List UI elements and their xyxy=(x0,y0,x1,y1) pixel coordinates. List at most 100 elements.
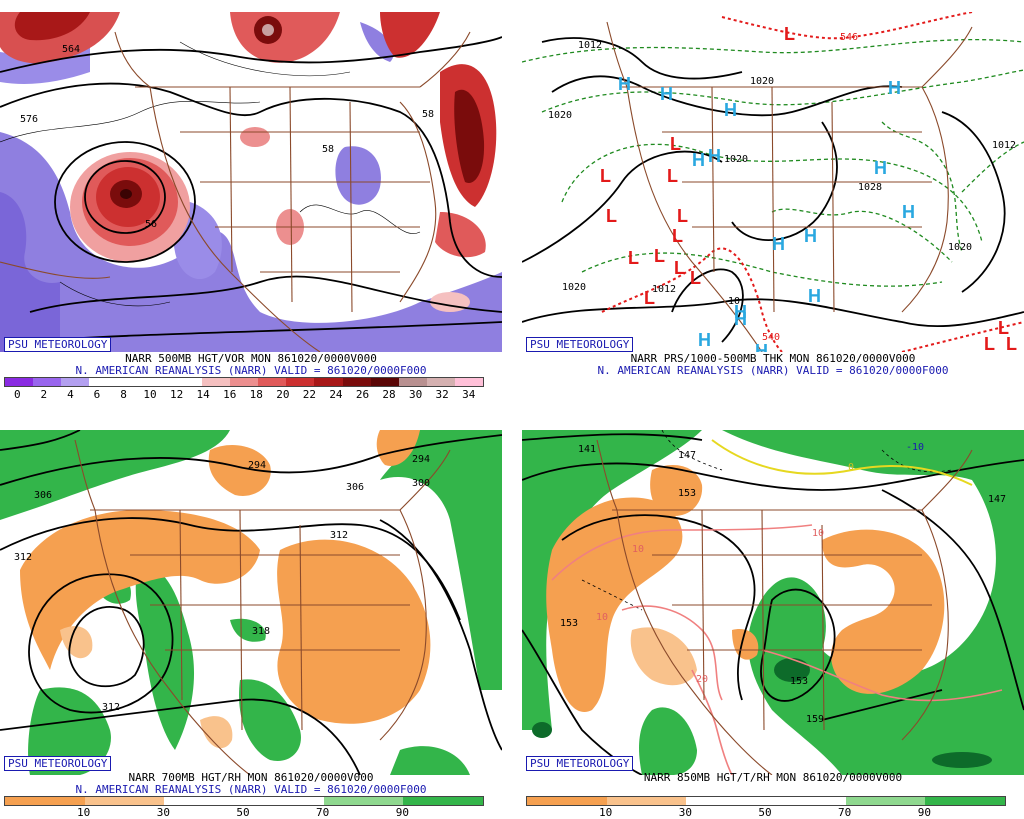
colorbar-swatch xyxy=(84,797,165,805)
colorbar-swatch xyxy=(201,378,230,386)
contour-label: 147 xyxy=(678,450,696,461)
contour-label: 0 xyxy=(848,462,854,473)
contour-label: 10 xyxy=(632,544,644,555)
colorbar-swatch xyxy=(230,378,259,386)
contour-label: 1012 xyxy=(652,284,676,295)
contour-label: 10 xyxy=(728,296,740,307)
contour-label: 141 xyxy=(578,444,596,455)
colorbar-tick-label: 26 xyxy=(355,388,370,401)
reanalysis-line: N. AMERICAN REANALYSIS (NARR) VALID = 86… xyxy=(597,364,949,377)
contour-label: 159 xyxy=(806,714,824,725)
colorbar-swatch xyxy=(33,378,62,386)
colorbar xyxy=(526,796,1006,806)
colorbar-swatch xyxy=(89,378,118,386)
colorbar-tick-label: 32 xyxy=(435,388,449,401)
colorbar-ticks: 0 2 4 6 8 10 12 14 16 18 20 22 24 26 28 30 32 34 xyxy=(4,388,482,401)
contour-label: 312 xyxy=(14,552,32,563)
contour-label: 564 xyxy=(62,44,80,55)
colorbar-swatch xyxy=(370,378,399,386)
colorbar-swatch xyxy=(61,378,90,386)
low-pressure-marker: L xyxy=(654,246,665,266)
colorbar-swatch xyxy=(286,378,315,386)
contour-label: 153 xyxy=(560,618,578,629)
contour-label: 58 xyxy=(422,109,434,120)
contour-label: 10 xyxy=(812,528,824,539)
contour-label: 312 xyxy=(330,530,348,541)
high-pressure-marker: H xyxy=(902,202,915,222)
colorbar-tick-label: 20 xyxy=(276,388,290,401)
colorbar-swatch xyxy=(766,797,846,805)
colorbar-tick-label: 10 xyxy=(143,388,157,401)
colorbar-swatch xyxy=(173,378,202,386)
contour-label: 20 xyxy=(696,674,708,685)
colorbar-swatch xyxy=(342,378,371,386)
map-700mb-rh: 306 294 306 300 312 312 318 312 294 xyxy=(0,430,502,775)
colorbar-tick-label: 4 xyxy=(67,388,74,401)
colorbar-ticks: 10 30 50 70 90 xyxy=(4,806,482,819)
psu-meteorology-badge: PSU METEOROLOGY xyxy=(526,337,634,352)
contour-label: 318 xyxy=(252,626,270,637)
colorbar-tick-label: 10 xyxy=(599,806,613,819)
colorbar-tick-label: 14 xyxy=(196,388,210,401)
map-500mb-vorticity: 564 576 58 56 58 xyxy=(0,12,502,352)
colorbar-swatch xyxy=(403,797,484,805)
colorbar-tick-label: 30 xyxy=(678,806,692,819)
contour-label: 546 xyxy=(840,32,858,43)
colorbar-tick-label: 0 xyxy=(13,388,21,401)
high-pressure-marker: H xyxy=(734,302,747,322)
high-pressure-marker: H xyxy=(618,74,631,94)
chart-title: NARR 500MB HGT/VOR MON 861020/0000V000 xyxy=(125,352,377,365)
reanalysis-line: N. AMERICAN REANALYSIS (NARR) VALID = 86… xyxy=(75,364,427,377)
colorbar-tick-label: 10 xyxy=(77,806,91,819)
colorbar-tick-label: 28 xyxy=(382,388,396,401)
contour-label: 153 xyxy=(678,488,696,499)
contour-label: 1020 xyxy=(724,154,748,165)
colorbar-tick-label: 24 xyxy=(329,388,343,401)
colorbar-swatch xyxy=(527,797,607,805)
colorbar-swatch xyxy=(244,797,324,805)
contour-label: 1020 xyxy=(750,76,774,87)
high-pressure-marker: H xyxy=(874,158,887,178)
contour-label: 1020 xyxy=(548,110,572,121)
colorbar-tick-label: 50 xyxy=(236,806,250,819)
psu-meteorology-badge: PSU METEOROLOGY xyxy=(4,337,112,352)
chart-title: NARR 700MB HGT/RH MON 861020/0000V000 xyxy=(128,771,374,784)
contour-label: 1012 xyxy=(578,40,602,51)
colorbar-swatch xyxy=(314,378,343,386)
map-850mb-temp: 141 147 153 153 153 159 147 10 10 10 20 … xyxy=(522,430,1024,775)
colorbar-swatch xyxy=(398,378,427,386)
colorbar xyxy=(4,377,484,387)
contour-label: 576 xyxy=(20,114,38,125)
panel-700mb-rh: 306 294 306 300 312 312 318 312 294 PSU … xyxy=(0,418,502,819)
panel-mslp-thickness: H H H H H H H H H H H H H H H L L L xyxy=(522,0,1024,400)
low-pressure-marker: L xyxy=(1006,334,1017,352)
contour-label: -10 xyxy=(906,442,924,453)
colorbar-swatch xyxy=(426,378,455,386)
reanalysis-line: N. AMERICAN REANALYSIS (NARR) VALID = 86… xyxy=(75,783,427,796)
contour-label: 312 xyxy=(102,702,120,713)
colorbar-tick-label: 90 xyxy=(395,806,409,819)
low-pressure-marker: L xyxy=(600,166,611,186)
psu-meteorology-badge: PSU METEOROLOGY xyxy=(4,756,112,771)
low-pressure-marker: L xyxy=(670,134,681,154)
high-pressure-marker: H xyxy=(734,309,747,329)
colorbar-tick-label: 90 xyxy=(917,806,931,819)
high-pressure-marker: H xyxy=(692,150,705,170)
colorbar-tick-label: 50 xyxy=(758,806,772,819)
high-pressure-marker: H xyxy=(772,234,785,254)
contour-label: 58 xyxy=(322,144,334,155)
contour-label: 1020 xyxy=(948,242,972,253)
colorbar-tick-label: 16 xyxy=(223,388,237,401)
contour-label: 300 xyxy=(412,478,430,489)
low-pressure-marker: L xyxy=(644,288,655,308)
low-pressure-marker: L xyxy=(628,248,639,268)
low-pressure-marker: L xyxy=(984,334,995,352)
panel-850mb-temp: 141 147 153 153 153 159 147 10 10 10 20 … xyxy=(522,418,1024,819)
contour-label: 147 xyxy=(988,494,1006,505)
chart-title: NARR 850MB HGT/T/RH MON 861020/0000V000 xyxy=(643,771,903,784)
colorbar xyxy=(4,796,484,806)
colorbar-swatch xyxy=(845,797,926,805)
colorbar-tick-label: 12 xyxy=(169,388,184,401)
low-pressure-marker: L xyxy=(606,206,617,226)
contour-label: 153 xyxy=(790,676,808,687)
